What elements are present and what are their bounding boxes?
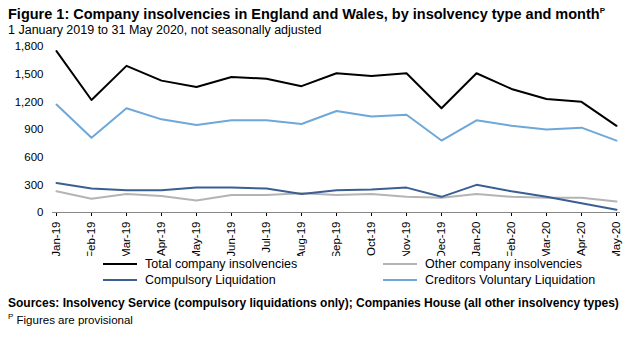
svg-text:Mar-20: Mar-20	[540, 221, 552, 256]
svg-text:Nov-19: Nov-19	[400, 221, 412, 256]
svg-text:900: 900	[24, 123, 43, 135]
svg-text:0: 0	[37, 206, 43, 218]
html-text:Total company insolvencies: Total company insolvencies	[145, 256, 298, 271]
svg-text:Sep-19: Sep-19	[330, 221, 342, 256]
svg-text:Apr-19: Apr-19	[155, 221, 167, 256]
svg-text:300: 300	[24, 178, 43, 190]
svg-text:1,500: 1,500	[15, 68, 44, 80]
html-text:Creditors Voluntary Liquidatio: Creditors Voluntary Liquidation	[425, 272, 596, 287]
html-text:Compulsory Liquidation: Compulsory Liquidation	[145, 272, 276, 287]
svg-text:Jul-19: Jul-19	[260, 221, 272, 252]
html-text:Sources: Insolvency Service (c: Sources: Insolvency Service (compulsory …	[8, 295, 619, 310]
svg-text:1,200: 1,200	[15, 95, 44, 107]
html-text:1 January 2019 to 31 May 2020,: 1 January 2019 to 31 May 2020, not seaso…	[8, 22, 322, 37]
svg-text:Dec-19: Dec-19	[435, 221, 447, 256]
svg-text:Oct-19: Oct-19	[365, 221, 377, 256]
svg-text:May-19: May-19	[190, 221, 202, 256]
svg-text:Feb-19: Feb-19	[85, 221, 97, 256]
svg-text:600: 600	[24, 151, 43, 163]
html-text:PFigures are provisional: PFigures are provisional	[8, 311, 133, 326]
svg-text:Jan-20: Jan-20	[470, 221, 482, 256]
svg-text:Feb-20: Feb-20	[505, 221, 517, 256]
html-text:Other company insolvencies: Other company insolvencies	[425, 256, 582, 271]
svg-text:May-20: May-20	[610, 221, 622, 256]
svg-text:Apr-20: Apr-20	[575, 221, 587, 256]
svg-text:1,800: 1,800	[15, 40, 44, 52]
svg-text:Jun-19: Jun-19	[225, 221, 237, 256]
html-text:Figure 1: Company insolvencies: Figure 1: Company insolvencies in Englan…	[8, 5, 605, 22]
svg-text:Jan-19: Jan-19	[50, 221, 62, 256]
svg-text:Aug-19: Aug-19	[295, 221, 307, 256]
svg-text:Mar-19: Mar-19	[120, 221, 132, 256]
